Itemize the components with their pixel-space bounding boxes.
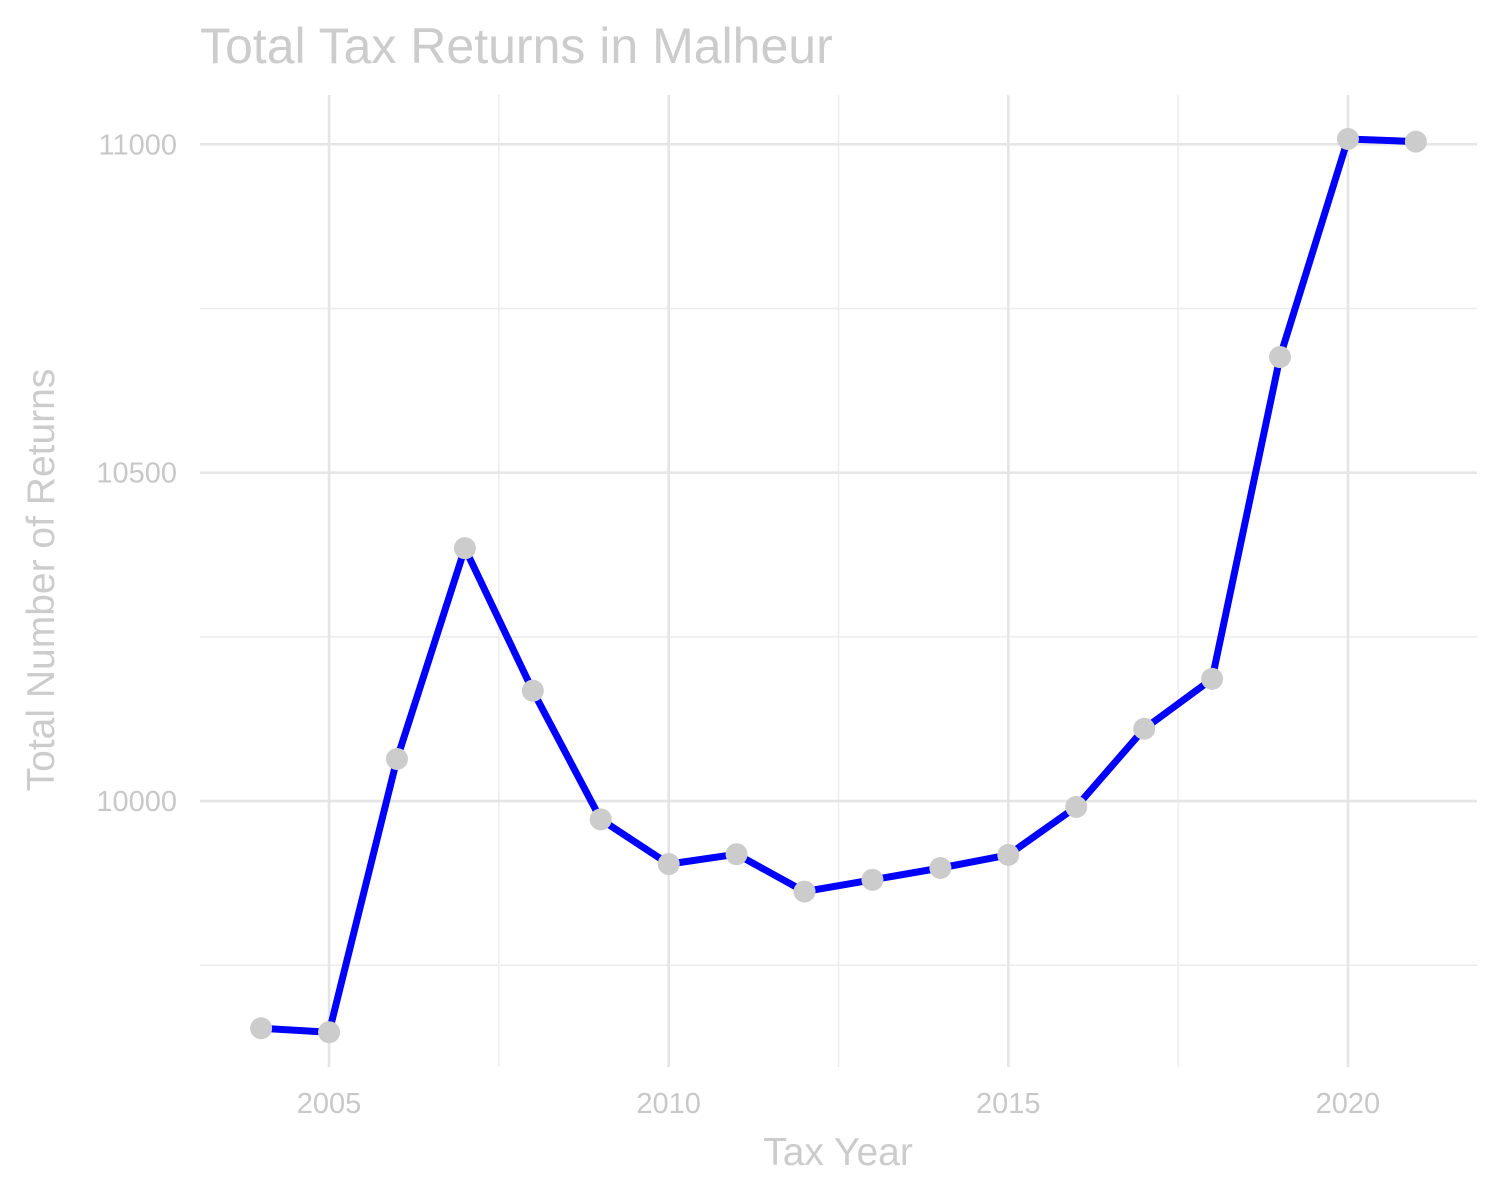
data-point — [861, 868, 884, 891]
data-point — [657, 853, 680, 876]
data-point — [250, 1017, 273, 1040]
series-line-layer — [260, 135, 1417, 1036]
y-tick-label: 10000 — [96, 786, 177, 818]
data-point — [521, 679, 544, 702]
data-point — [385, 747, 408, 770]
data-point — [318, 1021, 341, 1044]
x-axis-ticks: 2005 2010 2015 2020 — [297, 1088, 1380, 1120]
y-tick-label: 11000 — [99, 129, 178, 161]
x-tick-label: 2020 — [1316, 1088, 1381, 1120]
data-points — [250, 128, 1427, 1044]
y-axis-ticks: 10000 10500 11000 — [96, 129, 177, 818]
y-axis-title: Total Number of Returns — [20, 369, 63, 792]
chart-title: Total Tax Returns in Malheur — [200, 18, 833, 74]
series-line — [260, 135, 1417, 1036]
x-tick-label: 2015 — [976, 1088, 1041, 1120]
y-tick-label: 10500 — [96, 458, 177, 490]
data-point — [1336, 128, 1359, 151]
x-tick-label: 2005 — [297, 1088, 362, 1120]
data-point — [1269, 346, 1292, 369]
grid — [200, 95, 1477, 1067]
data-point — [1201, 667, 1224, 690]
x-axis-title: Tax Year — [763, 1131, 913, 1174]
data-point — [793, 880, 816, 903]
data-point — [1404, 130, 1427, 153]
data-point — [997, 843, 1020, 866]
data-point — [1133, 717, 1156, 740]
data-point — [929, 857, 952, 880]
data-point — [589, 808, 612, 831]
data-point — [1065, 795, 1088, 818]
data-point — [453, 537, 476, 560]
data-point — [725, 843, 748, 866]
x-tick-label: 2010 — [636, 1088, 701, 1120]
